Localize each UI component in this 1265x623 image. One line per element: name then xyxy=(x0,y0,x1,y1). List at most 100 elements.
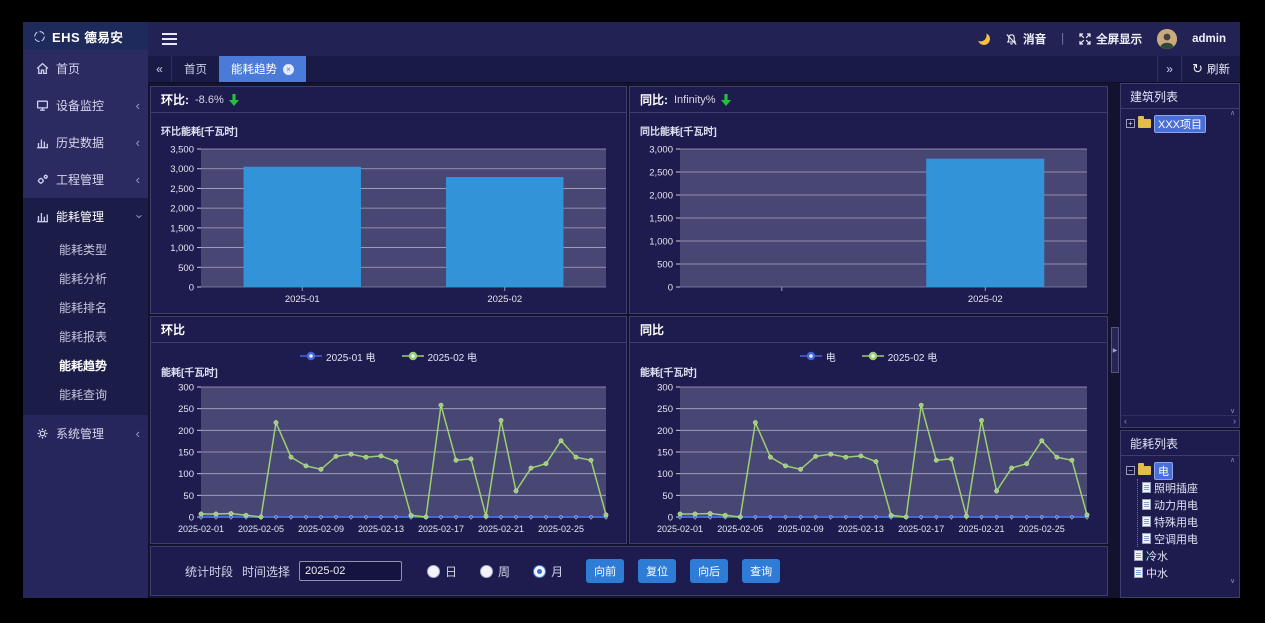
svg-text:300: 300 xyxy=(178,383,194,394)
dark-mode-moon-icon[interactable] xyxy=(977,32,991,46)
energy-tree: − 电 照明插座 动力用电 xyxy=(1121,456,1239,597)
legend-item[interactable]: 2025-02 电 xyxy=(401,349,477,364)
sidebar-item-history-data[interactable]: 历史数据 ‹ xyxy=(23,124,148,161)
sidebar-item-project-management[interactable]: 工程管理 ‹ xyxy=(23,161,148,198)
sidebar-subitem-energy-trend[interactable]: 能耗趋势 xyxy=(59,359,108,373)
tongbi-kpi-label: 同比: xyxy=(640,93,668,107)
chevron-down-icon: ‹ xyxy=(130,214,146,219)
radio-day[interactable]: 日 xyxy=(427,563,457,580)
scroll-up-icon[interactable]: ∧ xyxy=(1229,110,1236,117)
svg-text:2025-02: 2025-02 xyxy=(968,294,1003,305)
scroll-down-icon[interactable]: ∨ xyxy=(1229,408,1236,415)
sidebar-subitem-energy-analysis[interactable]: 能耗分析 xyxy=(59,272,108,286)
svg-text:2025-02-17: 2025-02-17 xyxy=(418,524,464,534)
reset-button[interactable]: 复位 xyxy=(638,559,677,583)
energy-list-title: 能耗列表 xyxy=(1121,431,1239,456)
sidebar-item-system-management[interactable]: 系统管理 ‹ xyxy=(23,415,148,452)
svg-text:200: 200 xyxy=(657,426,673,437)
tree-item-lighting[interactable]: 照明插座 xyxy=(1142,479,1225,496)
expand-icon[interactable]: + xyxy=(1126,119,1135,128)
fullscreen-button[interactable]: 全屏显示 xyxy=(1079,31,1142,47)
user-avatar[interactable] xyxy=(1157,29,1178,49)
stats-control-panel: 统计时段 时间选择 日 周 月 xyxy=(150,546,1108,596)
tree-item-cold-water[interactable]: 冷水 xyxy=(1134,547,1225,564)
svg-text:能耗[千瓦时]: 能耗[千瓦时] xyxy=(640,367,697,379)
panel-splitter[interactable]: ▶ xyxy=(1111,327,1119,373)
scroll-right-icon[interactable]: › xyxy=(1233,415,1236,426)
vertical-scrollbar[interactable]: ∧ ∨ xyxy=(1227,110,1238,415)
tab-close-icon[interactable]: × xyxy=(283,63,294,75)
legend-item[interactable]: 2025-01 电 xyxy=(300,349,376,364)
mute-button[interactable]: 消音 xyxy=(1005,31,1046,47)
vertical-scrollbar[interactable]: ∧ ∨ xyxy=(1227,457,1238,585)
menu-toggle-icon[interactable] xyxy=(162,37,177,41)
scroll-up-icon[interactable]: ∧ xyxy=(1229,457,1236,464)
chevron-left-icon: ‹ xyxy=(135,172,140,187)
svg-text:2025-02-01: 2025-02-01 xyxy=(657,524,703,534)
brand-logo: EHS 德易安 xyxy=(23,22,148,50)
radio-week[interactable]: 周 xyxy=(480,563,510,580)
svg-text:2025-02-25: 2025-02-25 xyxy=(538,524,584,534)
refresh-button[interactable]: ↻ 刷新 xyxy=(1181,56,1240,82)
tongbi-section-title: 同比 xyxy=(630,317,1107,343)
energy-list-box: 能耗列表 − 电 照明插座 xyxy=(1120,430,1240,598)
building-tree: + XXX项目 ∧ ∨ ‹ › xyxy=(1121,109,1239,427)
tab-home[interactable]: 首页 xyxy=(184,64,207,76)
svg-text:200: 200 xyxy=(178,426,194,437)
period-label: 统计时段 xyxy=(185,564,234,579)
sidebar-item-label: 设备监控 xyxy=(56,99,105,113)
huanbi-line-chart: 2025-01 电 2025-02 电 0 50 100 150 200 250 300 能耗[千… xyxy=(151,343,626,546)
tree-item-reclaimed-water[interactable]: 中水 xyxy=(1134,564,1225,581)
brand-title: EHS 德易安 xyxy=(52,29,124,45)
scroll-down-icon[interactable]: ∨ xyxy=(1229,578,1236,585)
backward-button[interactable]: 向后 xyxy=(690,559,729,583)
collapse-icon[interactable]: − xyxy=(1126,466,1135,475)
top-header-bar: 消音 | 全屏显示 xyxy=(148,22,1240,56)
sidebar-item-device-monitor[interactable]: 设备监控 ‹ xyxy=(23,87,148,124)
sidebar-subitem-energy-report[interactable]: 能耗报表 xyxy=(59,330,108,344)
query-button[interactable]: 查询 xyxy=(742,559,781,583)
radio-week-circle[interactable] xyxy=(480,564,494,578)
svg-text:0: 0 xyxy=(668,513,673,524)
home-icon xyxy=(36,62,49,75)
sidebar-item-energy-management[interactable]: 能耗管理 ‹ xyxy=(23,198,148,235)
forward-button[interactable]: 向前 xyxy=(586,559,625,583)
horizontal-scrollbar[interactable]: ‹ › xyxy=(1122,415,1238,426)
svg-text:2025-02-01: 2025-02-01 xyxy=(178,524,224,534)
tree-item-power[interactable]: 动力用电 xyxy=(1142,496,1225,513)
svg-text:0: 0 xyxy=(189,283,194,294)
tree-item-hvac[interactable]: 空调用电 xyxy=(1142,530,1225,547)
sidebar-item-home[interactable]: 首页 xyxy=(23,50,148,87)
file-icon xyxy=(1142,516,1151,527)
chevron-left-icon: ‹ xyxy=(135,426,140,441)
huanbi-line-panel: 环比 2025-01 电 2025-02 电 0 50 100 150 200 250 300 能… xyxy=(150,316,627,544)
svg-text:2,000: 2,000 xyxy=(649,191,673,202)
sidebar-subitem-energy-query[interactable]: 能耗查询 xyxy=(59,388,108,402)
tree-item-electricity[interactable]: − 电 xyxy=(1126,461,1225,480)
time-select-input[interactable] xyxy=(299,561,403,581)
chart-legend: 电 2025-02 电 xyxy=(634,345,1103,367)
radio-day-circle[interactable] xyxy=(427,564,441,578)
radio-month-circle[interactable] xyxy=(533,564,547,578)
tabs-scroll-left-button[interactable]: « xyxy=(148,56,172,82)
username-label[interactable]: admin xyxy=(1192,33,1226,45)
svg-text:2025-02-21: 2025-02-21 xyxy=(958,524,1004,534)
sidebar-subitem-energy-type[interactable]: 能耗类型 xyxy=(59,243,108,257)
tree-item-label[interactable]: XXX项目 xyxy=(1154,114,1207,133)
sidebar-subitem-energy-ranking[interactable]: 能耗排名 xyxy=(59,301,108,315)
sidebar-item-label: 系统管理 xyxy=(56,427,105,441)
tab-energy-trend[interactable]: 能耗趋势 × xyxy=(219,56,306,82)
svg-text:2025-02-05: 2025-02-05 xyxy=(717,524,763,534)
scroll-left-icon[interactable]: ‹ xyxy=(1124,415,1127,426)
legend-item[interactable]: 电 xyxy=(799,349,836,364)
radio-month[interactable]: 月 xyxy=(533,563,563,580)
tabs-scroll-right-button[interactable]: » xyxy=(1157,56,1181,82)
tree-item-label[interactable]: 电 xyxy=(1154,461,1173,480)
legend-item[interactable]: 2025-02 电 xyxy=(861,349,937,364)
building-list-title: 建筑列表 xyxy=(1121,84,1239,109)
file-icon xyxy=(1142,533,1151,544)
tree-item-special[interactable]: 特殊用电 xyxy=(1142,513,1225,530)
tree-item-project[interactable]: + XXX项目 xyxy=(1126,114,1225,133)
right-sidebar: 建筑列表 + XXX项目 ∧ ∨ ‹ › xyxy=(1120,83,1240,598)
file-icon xyxy=(1134,550,1143,561)
